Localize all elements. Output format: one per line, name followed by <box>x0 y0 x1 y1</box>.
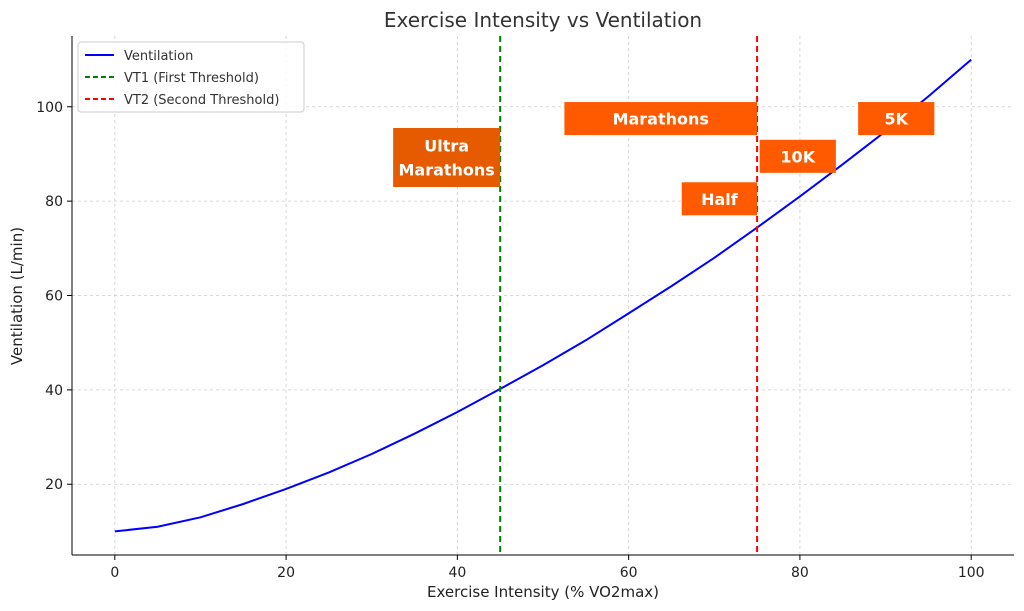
legend-entry: Ventilation <box>124 49 193 64</box>
annotation-box <box>759 139 836 173</box>
x-axis-label: Exercise Intensity (% VO2max) <box>427 583 659 601</box>
annotation-box <box>564 102 758 136</box>
y-tick-label: 100 <box>36 100 63 116</box>
x-tick-label: 60 <box>620 565 638 581</box>
y-tick-label: 60 <box>45 289 63 305</box>
annotation-label: 10K <box>780 147 815 166</box>
x-tick-label: 40 <box>448 565 466 581</box>
axes: 0 20 40 60 80 100 20 40 60 80 100 <box>36 36 1014 581</box>
legend-entry: VT1 (First Threshold) <box>124 71 259 86</box>
x-tick-label: 80 <box>791 565 809 581</box>
legend: Ventilation VT1 (First Threshold) VT2 (Sec… <box>77 41 305 113</box>
annotation-box <box>858 102 935 136</box>
legend-entry: VT2 (Second Threshold) <box>124 93 279 108</box>
plot-area: Ultra Marathons Marathons 10K Half 5K <box>114 36 972 555</box>
y-tick-label: 20 <box>45 477 63 493</box>
y-axis-label: Ventilation (L/min) <box>8 227 26 365</box>
annotation-label: Half <box>701 190 739 209</box>
x-tick-label: 20 <box>277 565 295 581</box>
y-tick-label: 80 <box>45 194 63 210</box>
legend-box <box>77 41 305 113</box>
annotation-label: Marathons <box>398 160 494 179</box>
annotation-box <box>681 182 758 216</box>
ventilation-line <box>114 58 972 533</box>
annotation-label: 5K <box>884 110 908 129</box>
annotation-label: Ultra <box>424 136 469 155</box>
x-tick-label: 100 <box>958 565 985 581</box>
x-tick-label: 0 <box>110 565 119 581</box>
chart-title: Exercise Intensity vs Ventilation <box>384 8 702 32</box>
annotation-label: Marathons <box>613 110 709 129</box>
annotation-box <box>393 128 501 187</box>
y-tick-label: 40 <box>45 383 63 399</box>
